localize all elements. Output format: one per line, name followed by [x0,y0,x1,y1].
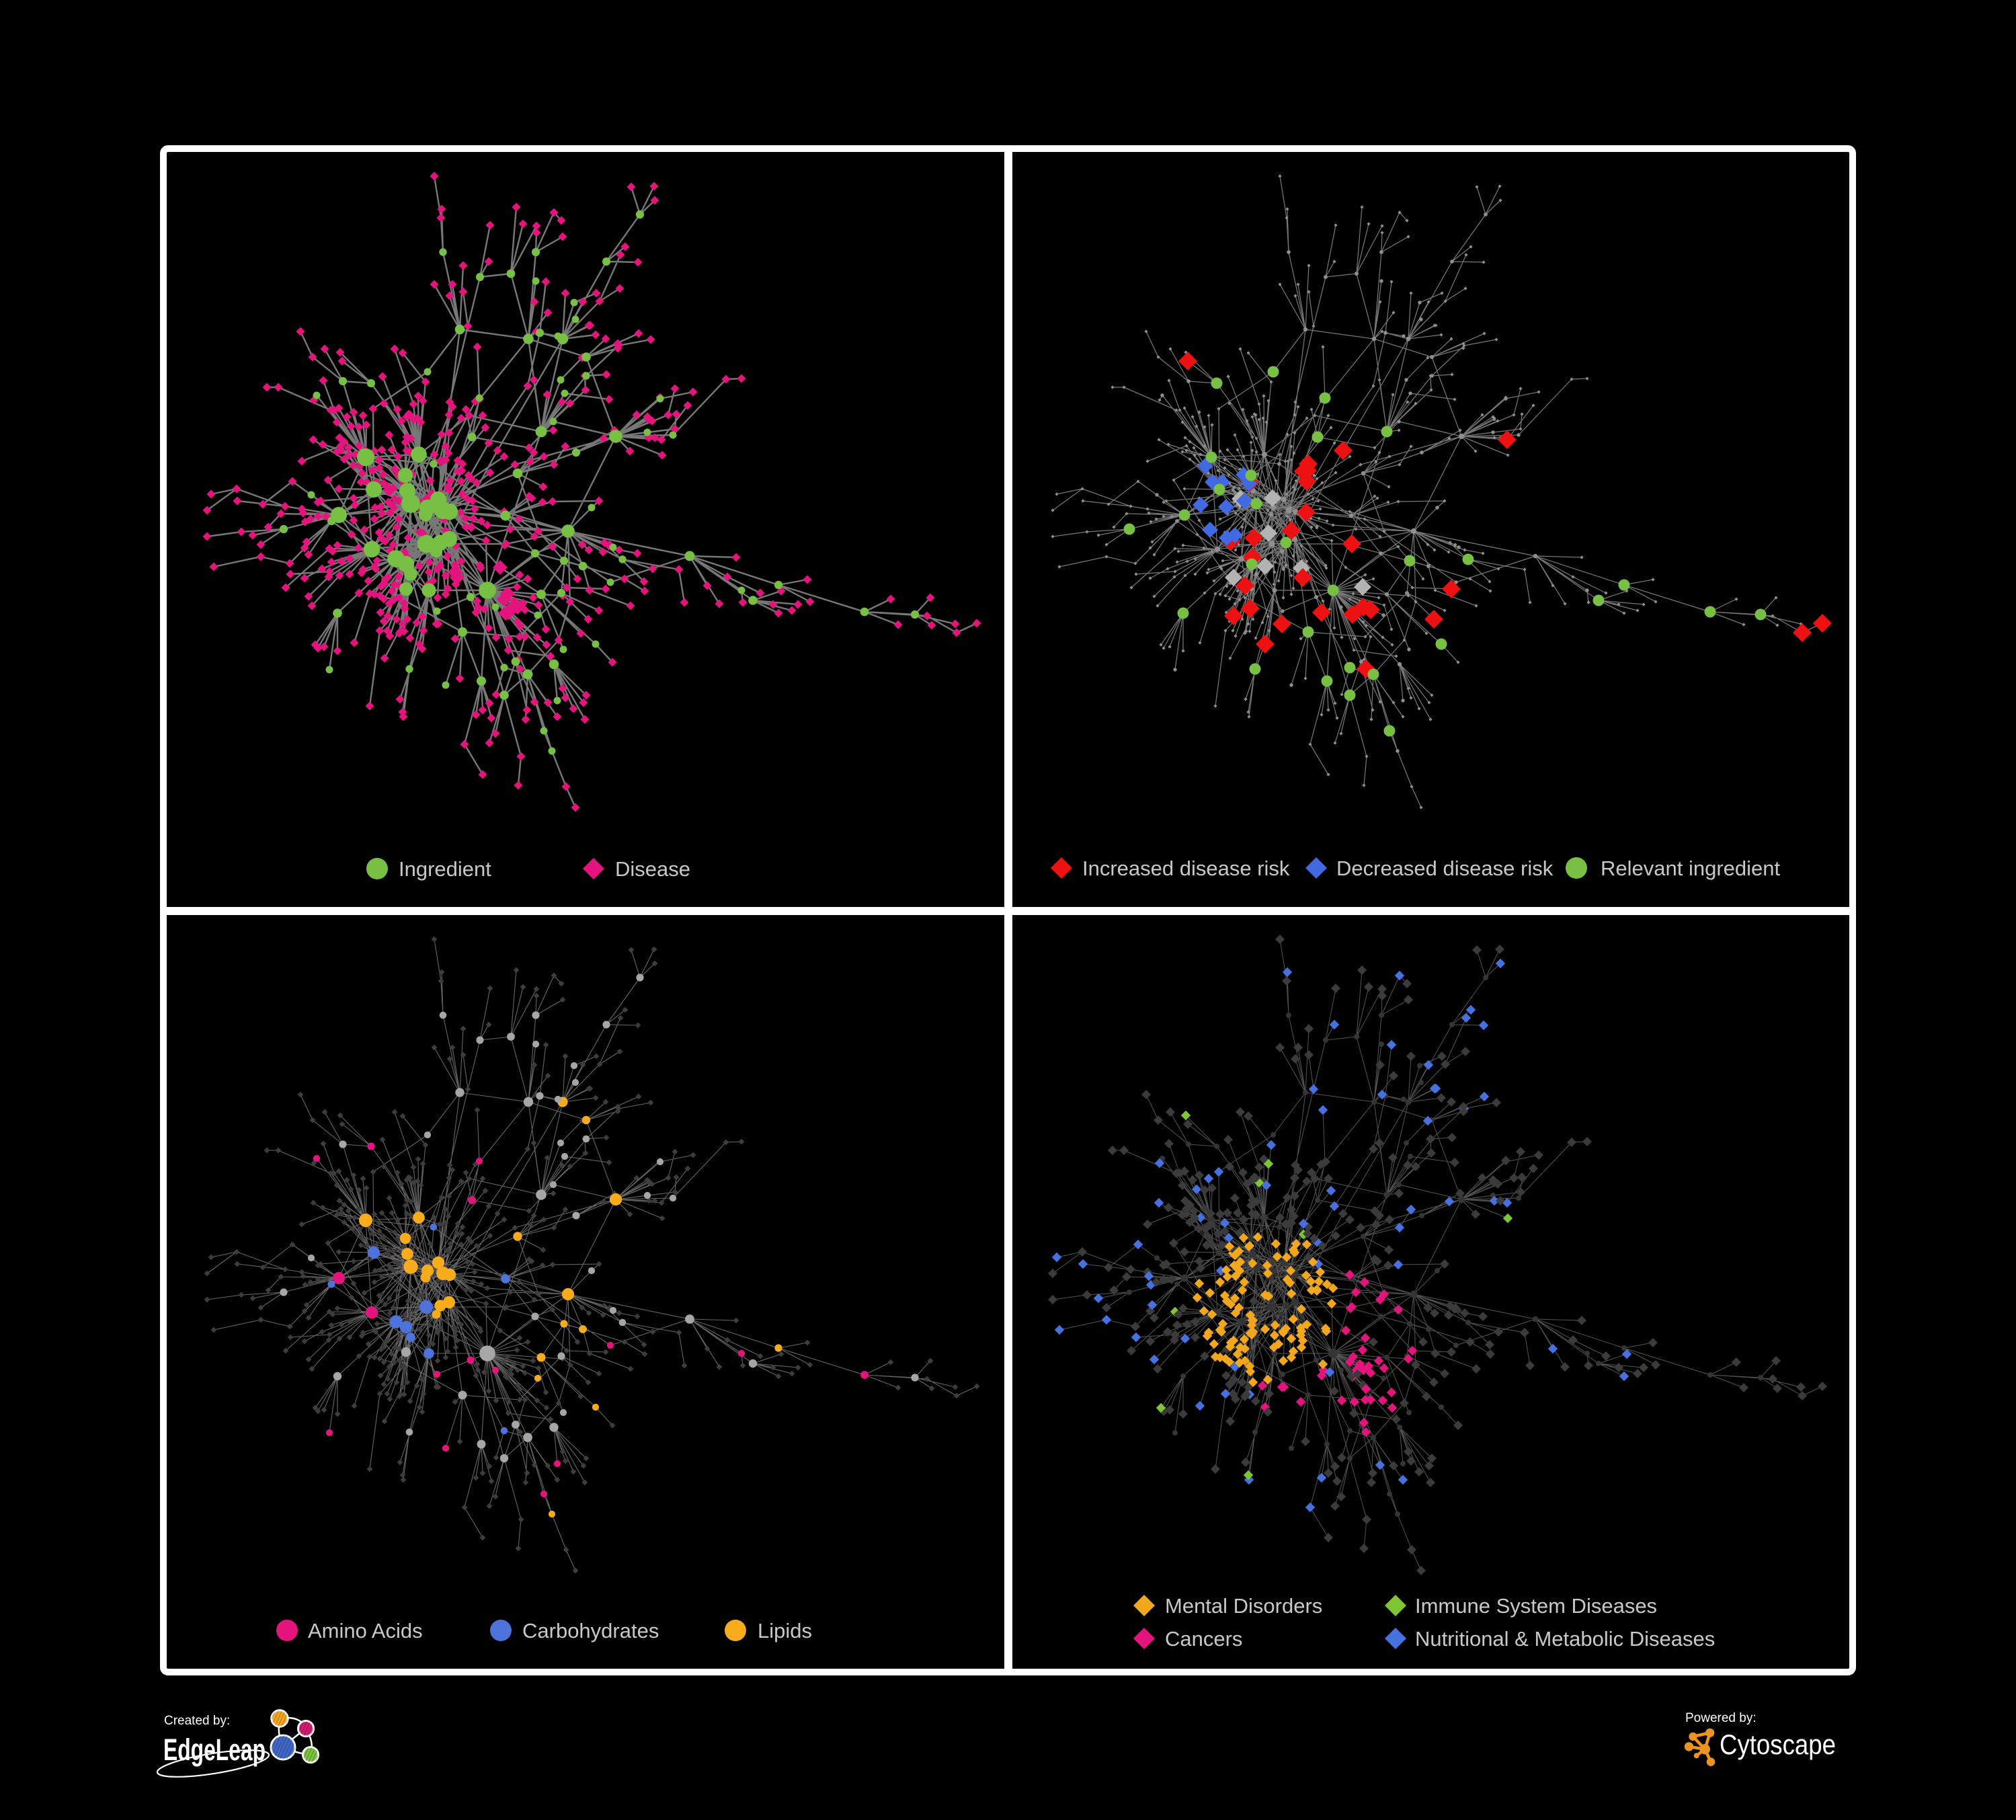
svg-text:Increased disease risk: Increased disease risk [1082,857,1290,880]
svg-text:EdgeLeap: EdgeLeap [163,1733,266,1767]
svg-text:Created by:: Created by: [164,1714,230,1728]
svg-text:Immune System Diseases: Immune System Diseases [1415,1594,1657,1618]
svg-text:Cytoscape: Cytoscape [1720,1729,1836,1760]
svg-text:Mental Disorders: Mental Disorders [1165,1594,1322,1618]
svg-text:Cancers: Cancers [1165,1627,1242,1651]
svg-text:Decreased disease risk: Decreased disease risk [1336,857,1554,880]
svg-text:Disease: Disease [615,857,690,881]
svg-text:Carbohydrates: Carbohydrates [522,1619,659,1643]
svg-text:Lipids: Lipids [758,1619,812,1643]
svg-text:Powered by:: Powered by: [1685,1711,1757,1725]
svg-text:Ingredient: Ingredient [399,857,491,881]
svg-text:Relevant ingredient: Relevant ingredient [1601,857,1781,880]
svg-text:Amino Acids: Amino Acids [308,1619,423,1643]
svg-text:Nutritional & Metabolic Diseas: Nutritional & Metabolic Diseases [1415,1627,1715,1651]
